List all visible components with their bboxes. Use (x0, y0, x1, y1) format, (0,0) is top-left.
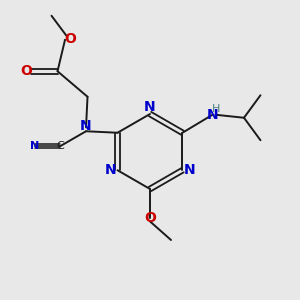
Text: O: O (64, 32, 76, 46)
Text: N: N (183, 163, 195, 177)
Text: N: N (207, 108, 218, 122)
Text: H: H (212, 104, 220, 114)
Text: O: O (144, 212, 156, 225)
Text: C: C (56, 141, 64, 151)
Text: O: O (20, 64, 32, 78)
Text: N: N (105, 163, 117, 177)
Text: N: N (80, 119, 92, 133)
Text: N: N (30, 141, 39, 151)
Text: N: N (144, 100, 156, 114)
